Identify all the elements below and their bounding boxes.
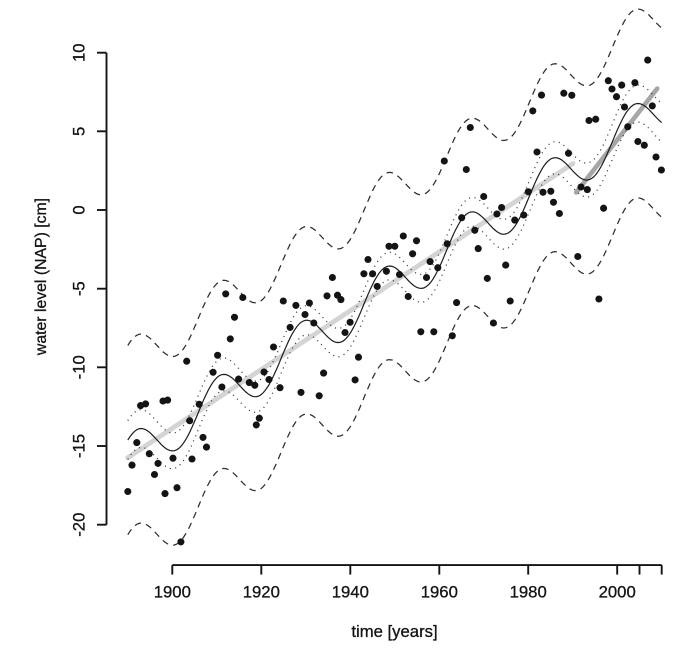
svg-text:1960: 1960 [421, 583, 458, 602]
svg-text:-15: -15 [70, 434, 89, 458]
svg-text:0: 0 [70, 205, 89, 214]
svg-text:1980: 1980 [510, 583, 547, 602]
svg-text:time [years]: time [years] [351, 622, 437, 641]
svg-text:5: 5 [70, 127, 89, 136]
svg-text:-5: -5 [70, 281, 89, 296]
svg-text:1920: 1920 [243, 583, 280, 602]
svg-text:water level (NAP) [cm]: water level (NAP) [cm] [33, 198, 50, 356]
svg-text:-10: -10 [70, 355, 89, 379]
svg-text:1940: 1940 [332, 583, 369, 602]
svg-text:1900: 1900 [154, 583, 191, 602]
svg-text:-20: -20 [70, 513, 89, 537]
svg-text:10: 10 [70, 43, 89, 62]
svg-text:2000: 2000 [599, 583, 636, 602]
